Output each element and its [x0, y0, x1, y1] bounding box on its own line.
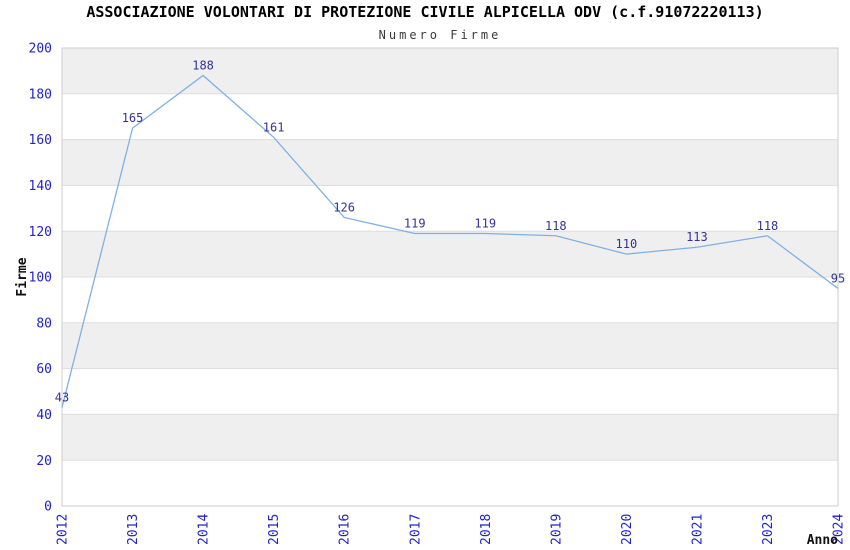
data-point-label: 118 — [545, 219, 567, 233]
line-series — [61, 74, 839, 408]
plot-band — [62, 368, 838, 415]
x-tick-label: 2019 — [549, 514, 564, 545]
data-point-label: 161 — [263, 120, 285, 134]
plot-area: 0 20 40 60 80 100 120 140 160 180 200 43 165 188 161 12… — [29, 42, 847, 545]
data-point-label: 119 — [474, 216, 496, 230]
y-tick-label: 100 — [29, 271, 52, 286]
data-point-label: 188 — [192, 58, 214, 72]
y-tick-label: 40 — [36, 408, 52, 423]
y-tick-label: 0 — [44, 500, 52, 515]
data-point-label: 110 — [616, 237, 638, 251]
x-tick-label: 2012 — [56, 514, 71, 545]
chart-title: ASSOCIAZIONE VOLONTARI DI PROTEZIONE CIV… — [86, 3, 763, 21]
data-point-label: 119 — [404, 216, 426, 230]
plot-band — [62, 414, 838, 461]
x-tick-label: 2023 — [761, 514, 776, 545]
x-tick-label: 2014 — [197, 514, 212, 545]
data-point-label: 43 — [55, 391, 69, 405]
plot-band — [62, 139, 838, 186]
chart-subtitle: Numero Firme — [379, 28, 502, 42]
y-tick-label: 180 — [29, 87, 52, 102]
y-tick-label: 60 — [36, 362, 52, 377]
y-tick-label: 200 — [29, 42, 52, 57]
data-point-label: 165 — [122, 111, 144, 125]
plot-band — [62, 231, 838, 277]
x-tick-label: 2018 — [479, 514, 494, 545]
data-point-label: 113 — [686, 230, 708, 244]
x-tick-label: 2015 — [267, 514, 282, 545]
x-tick-label: 2020 — [620, 514, 635, 545]
x-tick-label: 2024 — [832, 514, 847, 545]
plot-border — [61, 47, 839, 507]
data-point-label: 118 — [757, 219, 779, 233]
y-tick-label: 80 — [36, 316, 52, 331]
data-point-label: 126 — [333, 200, 355, 214]
x-tick-label: 2017 — [408, 514, 423, 545]
x-tick-label: 2016 — [338, 514, 353, 545]
plot-band — [62, 185, 838, 232]
plot-band — [62, 48, 838, 94]
data-point-label: 95 — [831, 271, 845, 285]
plot-band — [62, 277, 838, 323]
y-tick-label: 120 — [29, 225, 52, 240]
y-tick-label: 160 — [29, 133, 52, 148]
plot-band — [62, 322, 838, 369]
y-axis-title: Firme — [15, 257, 30, 296]
x-axis-title: Anno — [807, 533, 838, 548]
plot-band — [62, 93, 838, 140]
y-tick-label: 140 — [29, 179, 52, 194]
y-tick-label: 20 — [36, 454, 52, 469]
x-tick-label: 2021 — [690, 514, 705, 545]
plot-band — [62, 460, 838, 506]
x-tick-label: 2013 — [126, 514, 141, 545]
